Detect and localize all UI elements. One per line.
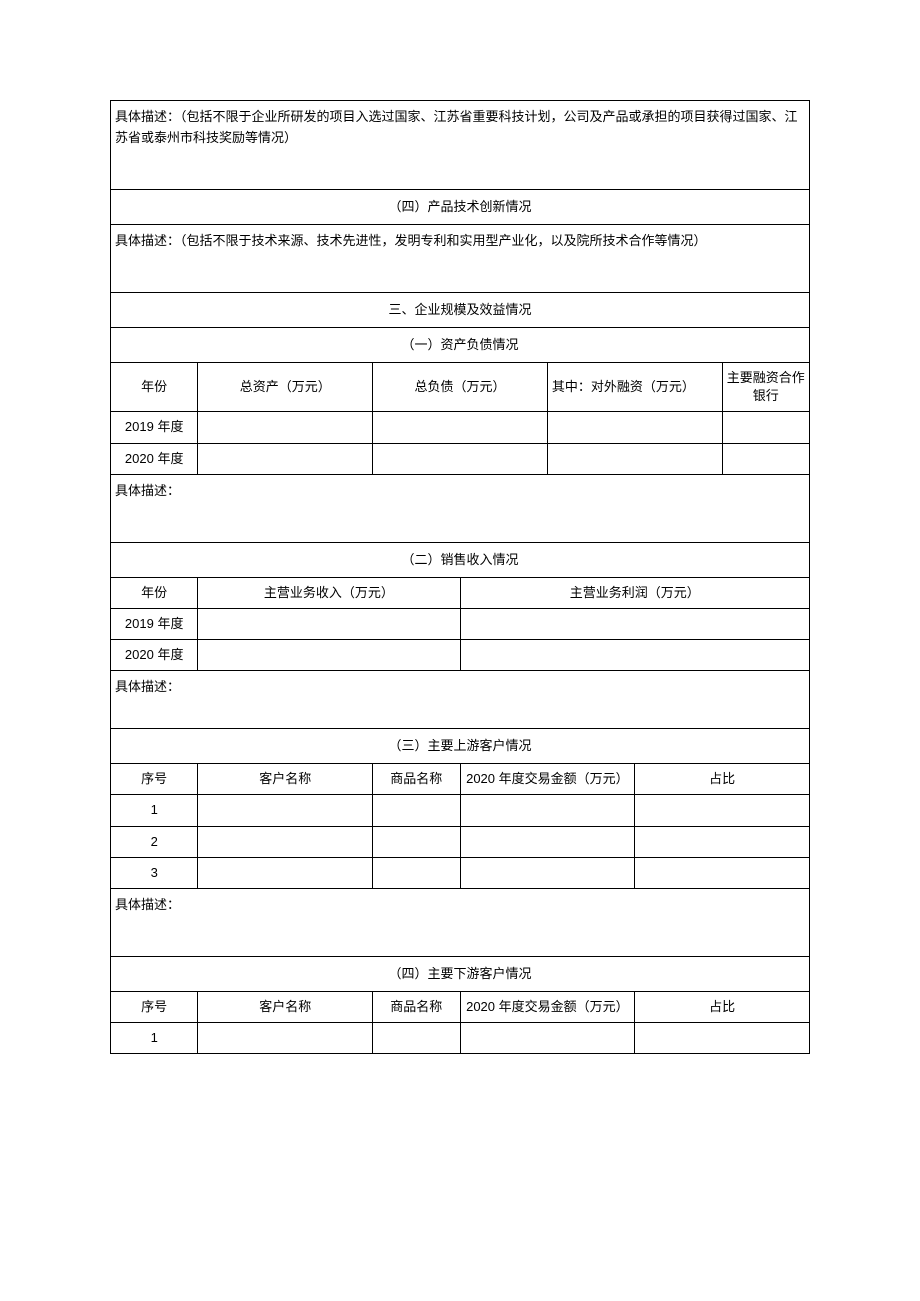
sec31-h-tl: 总负债（万元） xyxy=(373,362,548,411)
prev-desc-row: 具体描述：（包括不限于企业所研发的项目入选过国家、江苏省重要科技计划，公司及产品… xyxy=(111,101,810,190)
sec3-title-row: 三、企业规模及效益情况 xyxy=(111,292,810,327)
sec33-r2-idx: 3 xyxy=(111,857,198,888)
sec32-r0-rev[interactable] xyxy=(198,608,460,639)
sec33-header-row: 序号 客户名称 商品名称 2020 年度交易金额（万元） 占比 xyxy=(111,764,810,795)
sec31-r1-ta[interactable] xyxy=(198,443,373,474)
sec33-title-row: （三）主要上游客户情况 xyxy=(111,729,810,764)
sec32-h-rev: 主营业务收入（万元） xyxy=(198,577,460,608)
sec24-title: （四）产品技术创新情况 xyxy=(111,189,810,224)
sec33-h-name: 客户名称 xyxy=(198,764,373,795)
sec32-h-year: 年份 xyxy=(111,577,198,608)
prev-desc: 具体描述：（包括不限于企业所研发的项目入选过国家、江苏省重要科技计划，公司及产品… xyxy=(111,101,810,190)
sec31-r0-ef[interactable] xyxy=(547,412,722,443)
sec34-title: （四）主要下游客户情况 xyxy=(111,956,810,991)
sec24-desc-row: 具体描述：（包括不限于技术来源、技术先进性，发明专利和实用型产业化，以及院所技术… xyxy=(111,224,810,292)
sec33-r2-name[interactable] xyxy=(198,857,373,888)
sec32-r1-year: 2020 年度 xyxy=(111,640,198,671)
sec32-r0-year: 2019 年度 xyxy=(111,608,198,639)
sec33-r0-amount[interactable] xyxy=(460,795,635,826)
sec32-title: （二）销售收入情况 xyxy=(111,542,810,577)
sec33-desc[interactable]: 具体描述： xyxy=(111,888,810,956)
sec33-r1-product[interactable] xyxy=(373,826,460,857)
sec32-desc[interactable]: 具体描述： xyxy=(111,671,810,729)
sec33-r0-idx: 1 xyxy=(111,795,198,826)
sec33-h-idx: 序号 xyxy=(111,764,198,795)
sec32-title-row: （二）销售收入情况 xyxy=(111,542,810,577)
sec33-row-0: 1 xyxy=(111,795,810,826)
sec33-r0-product[interactable] xyxy=(373,795,460,826)
sec31-r1-bk[interactable] xyxy=(722,443,809,474)
sec31-h-year: 年份 xyxy=(111,362,198,411)
sec31-row-1: 2020 年度 xyxy=(111,443,810,474)
sec31-r0-tl[interactable] xyxy=(373,412,548,443)
sec34-h-idx: 序号 xyxy=(111,991,198,1022)
sec33-r2-ratio[interactable] xyxy=(635,857,810,888)
sec31-h-ef: 其中：对外融资（万元） xyxy=(547,362,722,411)
form-table: 具体描述：（包括不限于企业所研发的项目入选过国家、江苏省重要科技计划，公司及产品… xyxy=(110,100,810,1054)
sec31-h-bk: 主要融资合作银行 xyxy=(722,362,809,411)
sec32-r1-profit[interactable] xyxy=(460,640,810,671)
sec34-row-0: 1 xyxy=(111,1023,810,1054)
sec33-r1-idx: 2 xyxy=(111,826,198,857)
sec34-r0-amount[interactable] xyxy=(460,1023,635,1054)
sec34-r0-name[interactable] xyxy=(198,1023,373,1054)
sec32-h-profit: 主营业务利润（万元） xyxy=(460,577,810,608)
sec34-title-row: （四）主要下游客户情况 xyxy=(111,956,810,991)
sec31-title: （一）资产负债情况 xyxy=(111,327,810,362)
sec24-desc: 具体描述：（包括不限于技术来源、技术先进性，发明专利和实用型产业化，以及院所技术… xyxy=(111,224,810,292)
sec31-row-0: 2019 年度 xyxy=(111,412,810,443)
sec24-title-row: （四）产品技术创新情况 xyxy=(111,189,810,224)
sec32-r0-profit[interactable] xyxy=(460,608,810,639)
sec34-h-product: 商品名称 xyxy=(373,991,460,1022)
sec33-r1-name[interactable] xyxy=(198,826,373,857)
sec31-h-ta: 总资产（万元） xyxy=(198,362,373,411)
sec33-title: （三）主要上游客户情况 xyxy=(111,729,810,764)
sec33-r0-name[interactable] xyxy=(198,795,373,826)
sec34-h-name: 客户名称 xyxy=(198,991,373,1022)
sec31-header-row: 年份 总资产（万元） 总负债（万元） 其中：对外融资（万元） 主要融资合作银行 xyxy=(111,362,810,411)
sec31-r0-year: 2019 年度 xyxy=(111,412,198,443)
sec32-header-row: 年份 主营业务收入（万元） 主营业务利润（万元） xyxy=(111,577,810,608)
sec31-r1-ef[interactable] xyxy=(547,443,722,474)
sec31-desc[interactable]: 具体描述： xyxy=(111,474,810,542)
sec33-r0-ratio[interactable] xyxy=(635,795,810,826)
sec32-row-0: 2019 年度 xyxy=(111,608,810,639)
sec34-r0-product[interactable] xyxy=(373,1023,460,1054)
sec33-h-product: 商品名称 xyxy=(373,764,460,795)
sec31-r0-ta[interactable] xyxy=(198,412,373,443)
sec33-h-amount: 2020 年度交易金额（万元） xyxy=(460,764,635,795)
sec33-desc-row: 具体描述： xyxy=(111,888,810,956)
sec32-r1-rev[interactable] xyxy=(198,640,460,671)
sec31-desc-row: 具体描述： xyxy=(111,474,810,542)
sec31-r0-bk[interactable] xyxy=(722,412,809,443)
sec32-row-1: 2020 年度 xyxy=(111,640,810,671)
sec31-r1-tl[interactable] xyxy=(373,443,548,474)
sec33-r2-product[interactable] xyxy=(373,857,460,888)
sec32-desc-row: 具体描述： xyxy=(111,671,810,729)
sec3-title: 三、企业规模及效益情况 xyxy=(111,292,810,327)
sec31-title-row: （一）资产负债情况 xyxy=(111,327,810,362)
sec34-h-ratio: 占比 xyxy=(635,991,810,1022)
sec33-row-1: 2 xyxy=(111,826,810,857)
sec33-r1-amount[interactable] xyxy=(460,826,635,857)
sec33-row-2: 3 xyxy=(111,857,810,888)
sec34-r0-ratio[interactable] xyxy=(635,1023,810,1054)
sec31-r1-year: 2020 年度 xyxy=(111,443,198,474)
sec33-r2-amount[interactable] xyxy=(460,857,635,888)
sec34-header-row: 序号 客户名称 商品名称 2020 年度交易金额（万元） 占比 xyxy=(111,991,810,1022)
sec33-r1-ratio[interactable] xyxy=(635,826,810,857)
sec34-h-amount: 2020 年度交易金额（万元） xyxy=(460,991,635,1022)
sec33-h-ratio: 占比 xyxy=(635,764,810,795)
sec34-r0-idx: 1 xyxy=(111,1023,198,1054)
